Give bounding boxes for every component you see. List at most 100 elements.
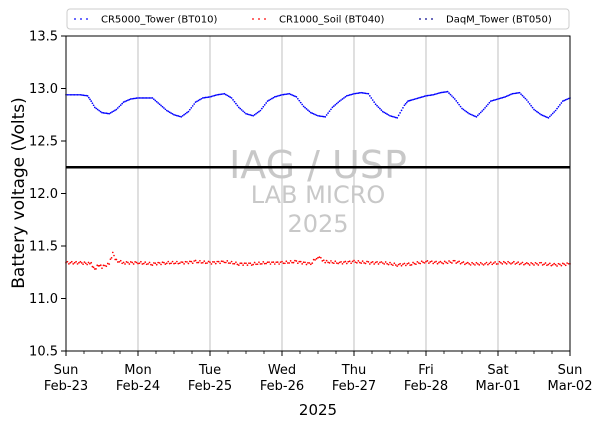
data-point: [458, 103, 460, 106]
grid-layer: [137, 36, 499, 351]
data-point: [250, 264, 253, 266]
data-point: [148, 97, 151, 99]
data-point: [449, 261, 452, 264]
data-point: [331, 261, 334, 264]
data-point: [489, 100, 492, 102]
data-point: [151, 264, 154, 266]
data-point: [87, 96, 90, 99]
data-point: [543, 263, 545, 266]
data-point: [377, 106, 380, 109]
data-point: [271, 97, 273, 100]
data-point: [374, 261, 377, 264]
data-point: [439, 260, 442, 263]
data-point: [252, 114, 255, 117]
data-point: [464, 109, 466, 112]
data-point: [495, 98, 498, 101]
data-point: [219, 93, 221, 96]
data-point: [206, 262, 208, 264]
legend-marker: [431, 18, 433, 20]
legend-marker: [264, 18, 266, 20]
data-point: [482, 108, 485, 111]
data-point: [145, 263, 148, 266]
x-tick-label-date: Mar-01: [476, 379, 521, 394]
data-point: [380, 109, 383, 111]
data-point: [150, 263, 152, 266]
data-point: [402, 106, 404, 109]
data-point: [86, 95, 89, 97]
data-point: [438, 261, 440, 264]
data-point: [404, 264, 407, 267]
data-point: [559, 263, 561, 266]
legend-marker: [74, 18, 76, 20]
data-point: [196, 261, 198, 264]
data-point: [308, 110, 311, 113]
data-point: [288, 92, 291, 95]
data-point: [540, 261, 543, 264]
data-point: [286, 93, 289, 95]
legend-marker: [86, 18, 88, 20]
data-point: [461, 261, 463, 264]
data-point: [497, 263, 499, 265]
data-point: [260, 262, 263, 265]
data-point: [304, 106, 306, 109]
data-point: [394, 116, 397, 119]
data-point: [309, 263, 312, 266]
data-point: [249, 262, 252, 265]
data-point: [554, 263, 557, 266]
data-point: [227, 262, 230, 264]
data-point: [70, 93, 73, 96]
data-point: [389, 261, 391, 264]
data-point: [248, 262, 250, 265]
data-point: [439, 91, 442, 94]
data-point: [383, 263, 386, 265]
data-point: [475, 261, 478, 264]
data-point: [229, 262, 232, 264]
data-point: [258, 261, 260, 264]
data-point: [566, 262, 568, 264]
data-point: [178, 115, 181, 118]
data-point: [112, 110, 115, 113]
data-point: [75, 260, 77, 263]
data-point: [83, 261, 86, 263]
data-point: [331, 106, 334, 109]
data-point: [242, 110, 244, 113]
watermark-line3: 2025: [287, 210, 348, 238]
data-point: [462, 108, 465, 111]
data-point: [504, 96, 507, 98]
data-point: [533, 264, 535, 266]
data-point: [141, 263, 144, 265]
data-point: [184, 260, 187, 263]
data-point: [298, 260, 301, 263]
data-point: [554, 109, 557, 112]
data-point: [327, 261, 329, 264]
data-point: [279, 94, 282, 97]
data-point: [487, 263, 489, 266]
data-point: [330, 108, 332, 111]
data-point: [501, 263, 504, 265]
data-point: [212, 261, 214, 263]
watermark-line2: LAB MICRO: [251, 181, 386, 209]
data-point: [465, 110, 468, 113]
data-point: [402, 263, 404, 266]
data-point: [515, 92, 518, 94]
data-point: [547, 117, 550, 119]
data-point: [213, 261, 216, 263]
data-point: [455, 100, 458, 102]
data-point: [140, 97, 142, 99]
data-point: [536, 262, 538, 265]
data-point: [76, 93, 79, 96]
data-point: [224, 93, 227, 96]
data-point: [176, 114, 178, 117]
data-point: [330, 260, 332, 262]
legend-label: CR5000_Tower (BT010): [101, 15, 217, 26]
x-tick-label-date: Feb-23: [44, 379, 88, 394]
data-point: [174, 262, 177, 265]
data-point: [358, 92, 361, 94]
data-point: [396, 117, 399, 119]
data-point: [459, 262, 462, 265]
data-point: [527, 101, 530, 103]
data-point: [514, 263, 517, 265]
data-point: [561, 100, 564, 102]
data-point: [186, 261, 188, 263]
x-tick-label-day: Mon: [124, 363, 151, 378]
